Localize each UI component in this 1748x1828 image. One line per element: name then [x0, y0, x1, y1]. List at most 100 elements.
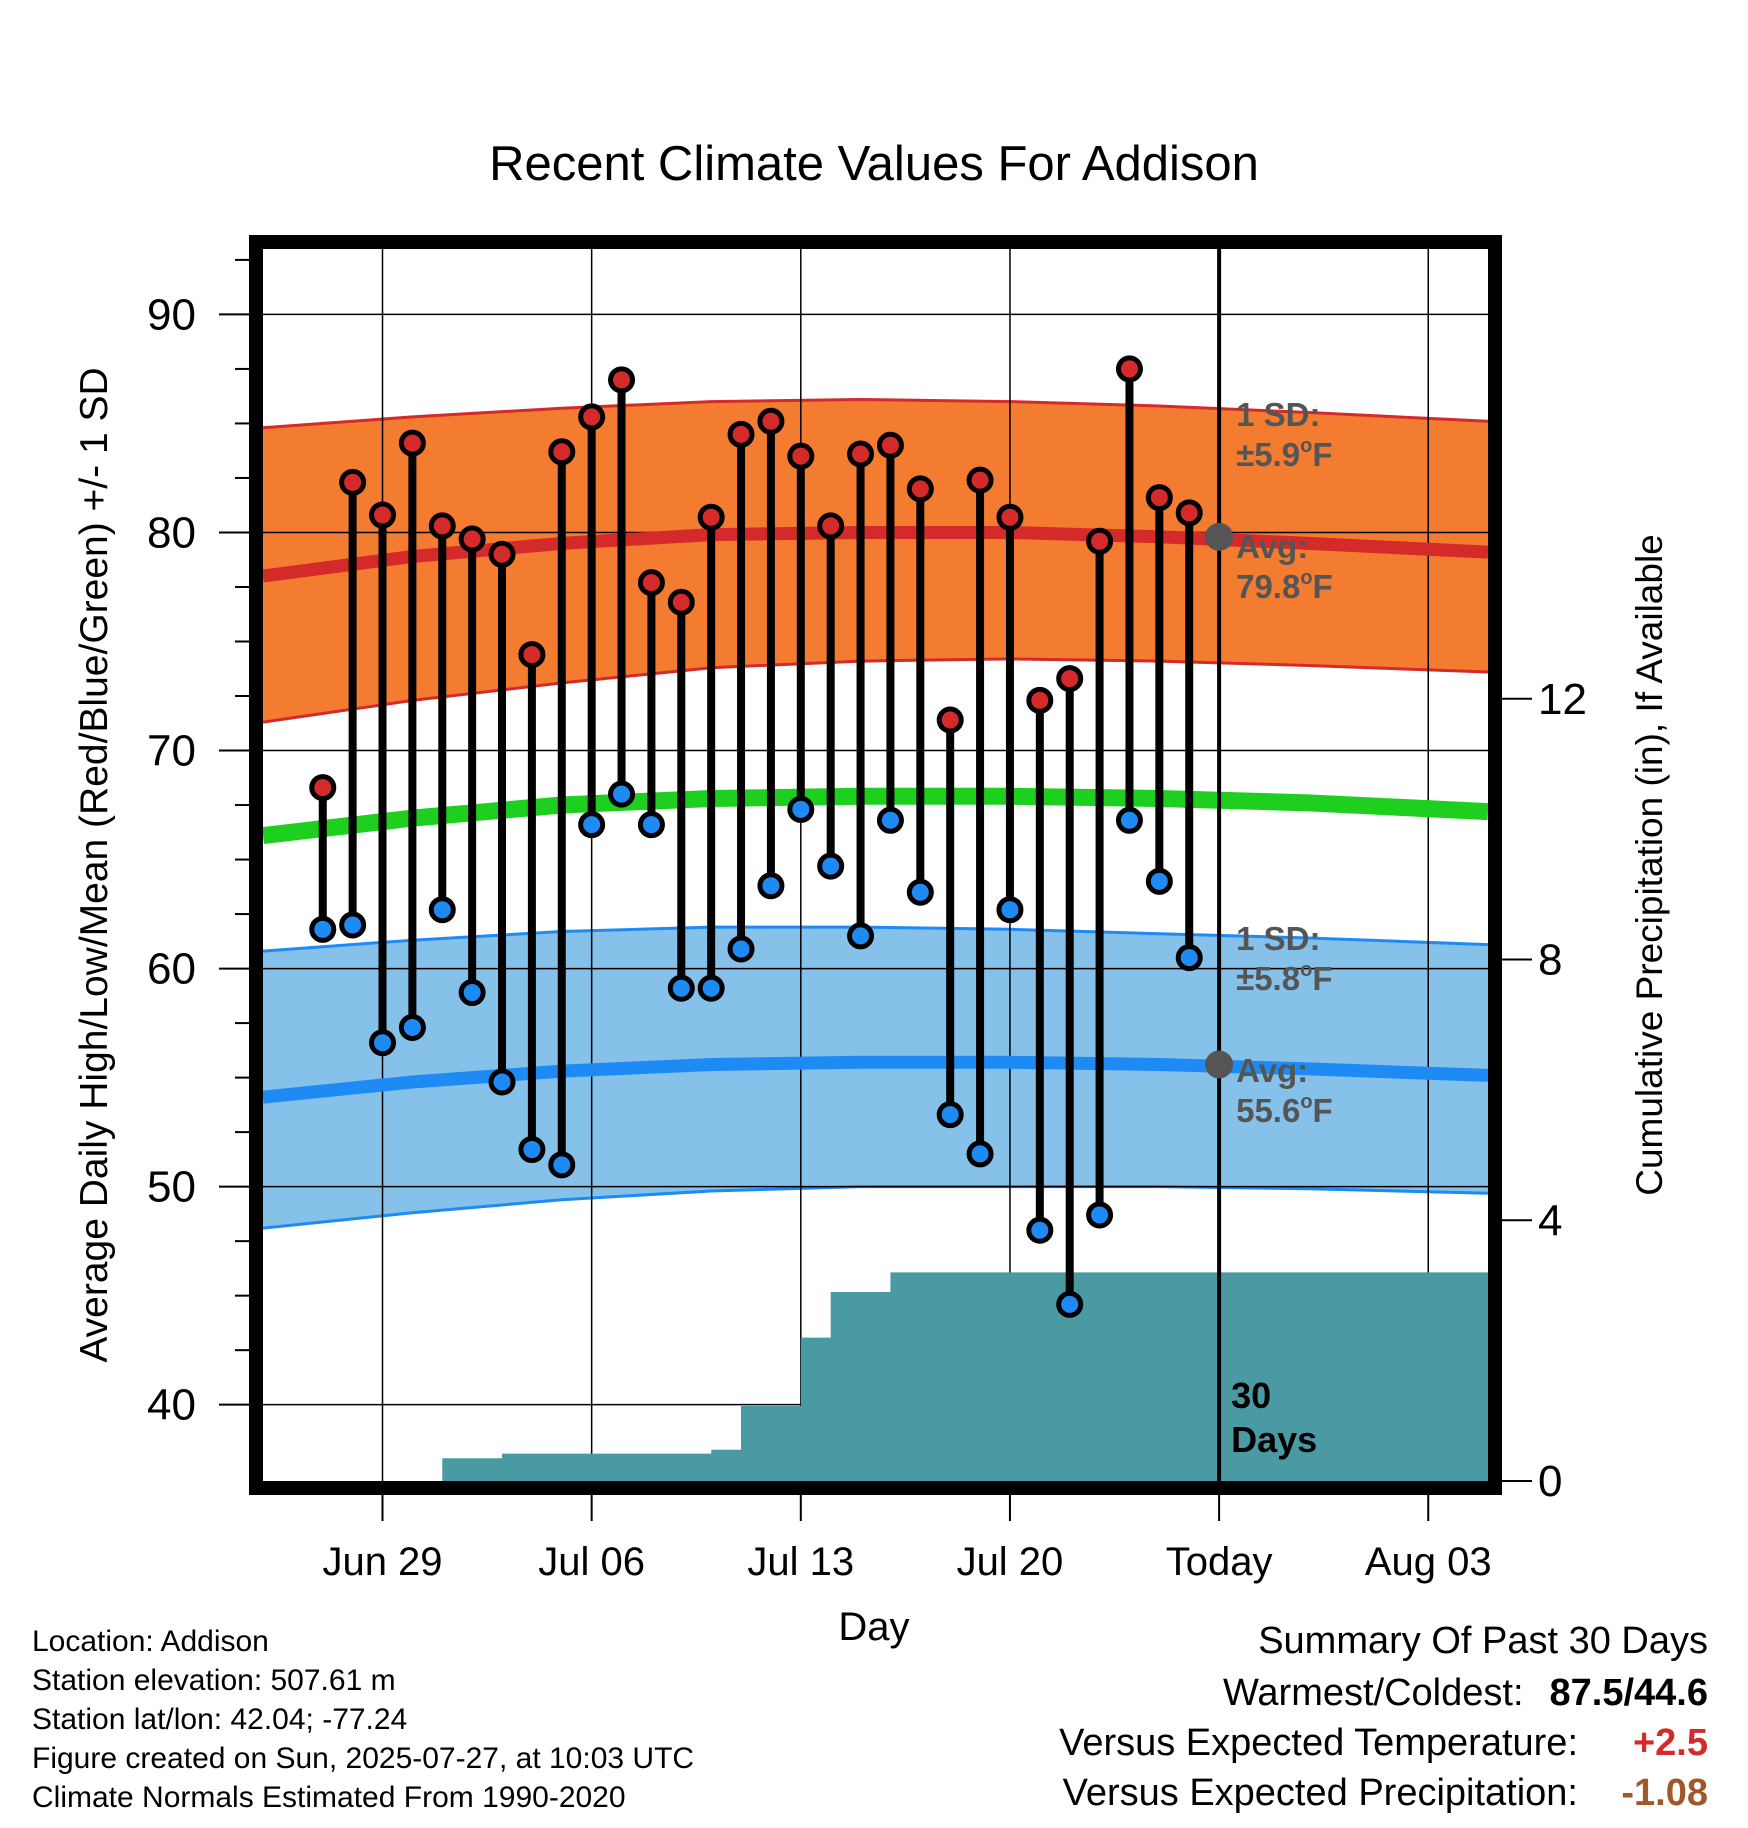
- obs-low-point: [428, 896, 456, 924]
- today-low-avg-marker: [1205, 1050, 1234, 1079]
- obs-low-point: [637, 811, 665, 839]
- summary-panel: Summary Of Past 30 Days Warmest/Coldest:…: [1059, 1620, 1708, 1822]
- x-tick-label: Today: [1166, 1540, 1273, 1584]
- obs-low-point: [906, 878, 934, 906]
- obs-high-point: [309, 774, 337, 802]
- y2-tick-label: 12: [1538, 675, 1587, 724]
- latlon-text: Station lat/lon: 42.04; -77.24: [32, 1703, 408, 1736]
- high-upper-edge: [263, 397, 1488, 430]
- low-sd-band: [263, 927, 1488, 1229]
- obs-high-point: [578, 403, 606, 431]
- x-tick-label: Aug 03: [1365, 1540, 1492, 1584]
- y-tick-label: 90: [147, 290, 196, 339]
- obs-high-point: [847, 440, 875, 468]
- obs-low-point: [339, 911, 367, 939]
- obs-low-point: [847, 922, 875, 950]
- obs-high-point: [667, 588, 695, 616]
- today-high-avg-marker: [1205, 522, 1234, 551]
- high-sd-band: [263, 399, 1488, 723]
- obs-low-point: [727, 935, 755, 963]
- obs-low-point: [936, 1101, 964, 1129]
- station-info: Location: Addison Station elevation: 507…: [32, 1622, 694, 1817]
- obs-high-point: [996, 503, 1024, 531]
- temp-row: Versus Expected Temperature: +2.5: [1059, 1722, 1708, 1772]
- obs-low-point: [309, 915, 337, 943]
- created-text: Figure created on Sun, 2025-07-27, at 10…: [32, 1742, 695, 1775]
- normal-mean-line: [263, 787, 1488, 845]
- plot-frame: [249, 235, 1502, 1495]
- obs-low-point: [578, 811, 606, 839]
- obs-low-point: [876, 806, 904, 834]
- obs-high-point: [757, 407, 785, 435]
- obs-low-point: [1026, 1216, 1054, 1244]
- days-label: 30: [1231, 1375, 1271, 1416]
- obs-low-point: [1175, 944, 1203, 972]
- obs-low-point: [458, 979, 486, 1007]
- obs-low-point: [787, 795, 815, 823]
- days-label: Days: [1231, 1419, 1317, 1460]
- obs-high-point: [458, 525, 486, 553]
- y2-tick-label: 0: [1538, 1457, 1562, 1506]
- temp-value: +2.5: [1632, 1722, 1708, 1764]
- low-sd-value: ±5.8oF: [1236, 959, 1332, 997]
- y-tick-label: 80: [147, 508, 196, 557]
- low-avg-value: 55.6oF: [1236, 1091, 1333, 1129]
- obs-low-point: [518, 1136, 546, 1164]
- obs-high-point: [1086, 527, 1114, 555]
- obs-high-point: [1056, 665, 1084, 693]
- y-tick-label: 60: [147, 945, 196, 994]
- location-text: Location: Addison: [32, 1625, 269, 1658]
- obs-high-point: [339, 468, 367, 496]
- obs-high-point: [906, 475, 934, 503]
- obs-high-point: [966, 466, 994, 494]
- precip-area: [382, 1272, 1488, 1481]
- obs-high-point: [518, 641, 546, 669]
- obs-high-point: [1026, 686, 1054, 714]
- low-sd-label: 1 SD:: [1236, 920, 1320, 957]
- obs-high-point: [398, 429, 426, 457]
- high-sd-value: ±5.9oF: [1236, 435, 1332, 473]
- plot-area: [263, 249, 1488, 1481]
- normal-low-line: [263, 1055, 1488, 1104]
- obs-low-point: [667, 974, 695, 1002]
- x-tick-label: Jul 06: [538, 1540, 645, 1584]
- obs-high-point: [936, 706, 964, 734]
- low-avg-label: Avg:: [1236, 1052, 1308, 1089]
- obs-high-point: [548, 438, 576, 466]
- obs-high-point: [1175, 499, 1203, 527]
- obs-low-point: [1056, 1290, 1084, 1318]
- obs-low-point: [1145, 867, 1173, 895]
- elevation-text: Station elevation: 507.61 m: [32, 1664, 396, 1697]
- high-avg-label: Avg:: [1236, 528, 1308, 565]
- x-tick-label: Jul 13: [747, 1540, 854, 1584]
- obs-high-point: [876, 431, 904, 459]
- warm-cold-row: Warmest/Coldest: 87.5/44.6: [1059, 1672, 1708, 1722]
- obs-high-point: [1145, 484, 1173, 512]
- obs-high-point: [608, 366, 636, 394]
- normals-text: Climate Normals Estimated From 1990-2020: [32, 1781, 626, 1814]
- obs-high-point: [637, 569, 665, 597]
- obs-low-point: [608, 780, 636, 808]
- obs-high-point: [369, 501, 397, 529]
- obs-low-point: [398, 1013, 426, 1041]
- precip-row: Versus Expected Precipitation: -1.08: [1059, 1772, 1708, 1822]
- obs-high-point: [817, 512, 845, 540]
- obs-high-point: [488, 540, 516, 568]
- x-axis-label: Day: [838, 1605, 909, 1649]
- summary-title: Summary Of Past 30 Days: [1258, 1620, 1708, 1662]
- warm-cold-label: Warmest/Coldest:: [1222, 1672, 1524, 1714]
- temp-label: Versus Expected Temperature:: [1059, 1722, 1578, 1764]
- obs-high-point: [428, 512, 456, 540]
- precip-label: Versus Expected Precipitation:: [1062, 1772, 1578, 1814]
- y2-tick-label: 4: [1538, 1196, 1562, 1245]
- chart-title: Recent Climate Values For Addison: [489, 137, 1259, 191]
- obs-low-point: [817, 852, 845, 880]
- precip-value: -1.08: [1621, 1772, 1708, 1814]
- obs-high-point: [727, 420, 755, 448]
- y-tick-label: 70: [147, 727, 196, 776]
- high-avg-value: 79.8oF: [1236, 567, 1333, 605]
- x-tick-label: Jun 29: [322, 1540, 442, 1584]
- obs-low-point: [996, 896, 1024, 924]
- high-sd-label: 1 SD:: [1236, 396, 1320, 433]
